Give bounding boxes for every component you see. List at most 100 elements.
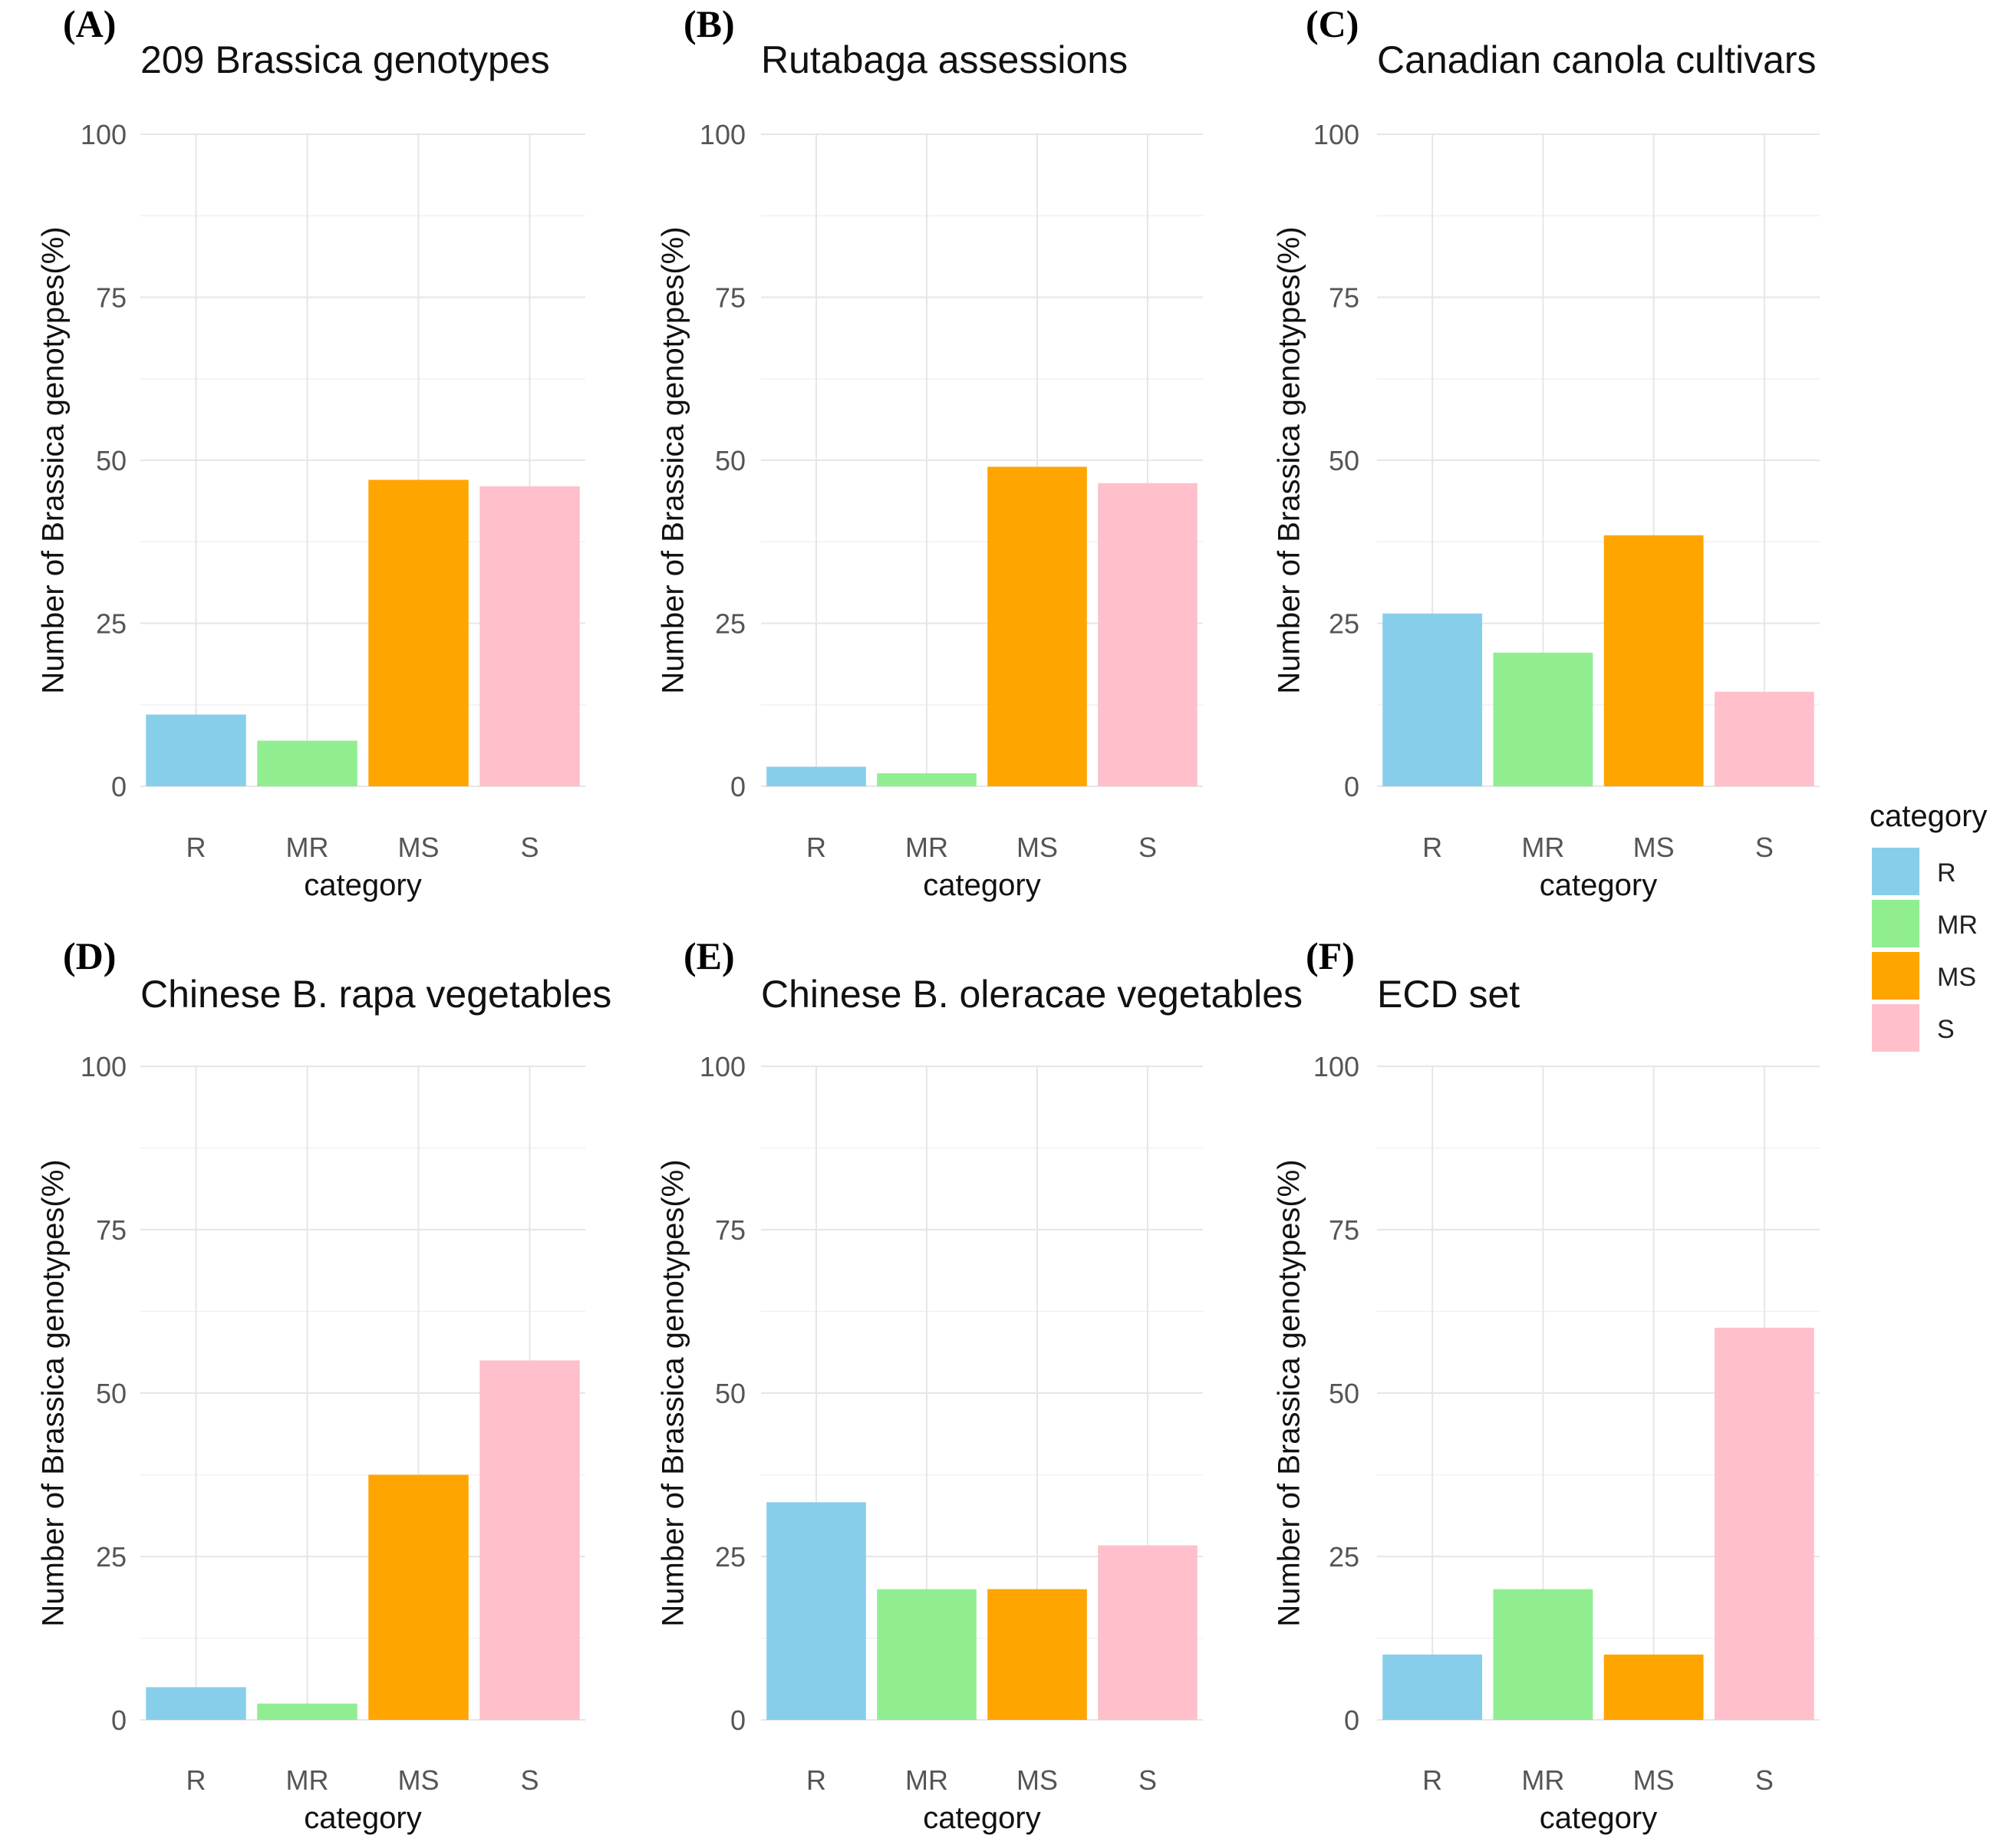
- bar-r: [146, 714, 246, 786]
- panel-letter: (A): [63, 2, 116, 45]
- bar-s: [1714, 691, 1814, 786]
- panel-letter: (C): [1306, 2, 1359, 45]
- bar-mr: [257, 740, 357, 786]
- panel-title: 209 Brassica genotypes: [140, 38, 550, 81]
- y-tick-label: 75: [1329, 282, 1359, 314]
- x-tick-label: MR: [1521, 1764, 1564, 1796]
- legend-swatch-s: [1872, 1004, 1919, 1052]
- legend-label-s: S: [1937, 1015, 1955, 1044]
- x-tick-label: MS: [398, 832, 440, 863]
- legend-swatch-ms: [1872, 952, 1919, 1000]
- panel-letter: (B): [684, 2, 735, 45]
- x-tick-label: R: [806, 832, 826, 863]
- x-axis-title: category: [304, 1801, 421, 1835]
- y-tick-label: 100: [700, 119, 746, 150]
- bar-mr: [1493, 1589, 1593, 1720]
- x-tick-label: MR: [286, 1764, 329, 1796]
- bar-s: [479, 486, 580, 786]
- legend-label-ms: MS: [1937, 963, 1976, 992]
- panel-letter: (D): [63, 934, 116, 977]
- y-tick-label: 0: [111, 1705, 127, 1736]
- x-tick-label: MS: [1633, 832, 1675, 863]
- y-axis-title: Number of Brassica genotypes(%): [657, 1159, 690, 1626]
- y-tick-label: 50: [715, 445, 746, 476]
- x-tick-label: S: [1138, 832, 1157, 863]
- y-tick-label: 0: [111, 771, 127, 802]
- bar-mr: [1493, 652, 1593, 786]
- x-tick-label: S: [520, 832, 539, 863]
- legend-swatch-mr: [1872, 900, 1919, 947]
- x-tick-label: S: [520, 1764, 539, 1796]
- bar-s: [479, 1360, 580, 1720]
- x-tick-label: R: [806, 1764, 826, 1796]
- panel-letter: (F): [1306, 934, 1355, 977]
- x-tick-label: MR: [1521, 832, 1564, 863]
- x-tick-label: R: [1422, 1764, 1442, 1796]
- bar-ms: [987, 466, 1087, 786]
- x-tick-label: MR: [905, 832, 948, 863]
- y-tick-label: 50: [96, 1378, 127, 1409]
- x-tick-label: MS: [398, 1764, 440, 1796]
- y-tick-label: 75: [715, 282, 746, 314]
- panel-title: Canadian canola cultivars: [1377, 38, 1817, 81]
- bar-r: [1382, 1654, 1483, 1720]
- x-tick-label: R: [186, 832, 206, 863]
- y-tick-label: 75: [96, 282, 127, 314]
- legend-label-r: R: [1937, 858, 1956, 888]
- y-tick-label: 25: [715, 1541, 746, 1573]
- y-axis-title: Number of Brassica genotypes(%): [1273, 1159, 1306, 1626]
- bar-ms: [368, 1474, 469, 1720]
- x-tick-label: MR: [286, 832, 329, 863]
- y-tick-label: 25: [1329, 608, 1359, 640]
- panel-title: Chinese B. oleracae vegetables: [761, 973, 1303, 1016]
- y-tick-label: 100: [1313, 1051, 1359, 1082]
- bar-ms: [1603, 535, 1704, 786]
- x-tick-label: MS: [1016, 832, 1058, 863]
- x-tick-label: R: [1422, 832, 1442, 863]
- y-tick-label: 0: [730, 1705, 746, 1736]
- bar-s: [1098, 483, 1198, 786]
- bar-ms: [1603, 1654, 1704, 1720]
- x-axis-title: category: [304, 868, 421, 902]
- legend: category R MR MS S: [1870, 799, 1987, 1052]
- y-axis-title: Number of Brassica genotypes(%): [657, 226, 690, 693]
- x-axis-title: category: [923, 868, 1040, 902]
- x-tick-label: S: [1138, 1764, 1157, 1796]
- bar-mr: [877, 1589, 977, 1720]
- y-tick-label: 0: [730, 771, 746, 802]
- y-tick-label: 75: [1329, 1214, 1359, 1246]
- bar-r: [766, 766, 866, 786]
- x-tick-label: MS: [1633, 1764, 1675, 1796]
- bar-r: [146, 1687, 246, 1720]
- y-tick-label: 50: [96, 445, 127, 476]
- y-tick-label: 25: [96, 608, 127, 640]
- bar-mr: [877, 773, 977, 786]
- y-tick-label: 0: [1344, 771, 1359, 802]
- legend-swatch-r: [1872, 848, 1919, 895]
- y-tick-label: 75: [715, 1214, 746, 1246]
- x-axis-title: category: [923, 1801, 1040, 1835]
- y-axis-title: Number of Brassica genotypes(%): [37, 226, 71, 693]
- panel-letter: (E): [684, 934, 735, 977]
- y-tick-label: 100: [700, 1051, 746, 1082]
- bar-r: [766, 1502, 866, 1720]
- y-tick-label: 50: [1329, 445, 1359, 476]
- panel-title: Rutabaga assessions: [761, 38, 1128, 81]
- y-tick-label: 0: [1344, 1705, 1359, 1736]
- y-tick-label: 50: [1329, 1378, 1359, 1409]
- panel-title: Chinese B. rapa vegetables: [140, 973, 611, 1016]
- x-axis-title: category: [1540, 868, 1657, 902]
- panel-title: ECD set: [1377, 973, 1520, 1016]
- y-axis-title: Number of Brassica genotypes(%): [1273, 226, 1306, 693]
- bar-s: [1714, 1327, 1814, 1720]
- bar-s: [1098, 1545, 1198, 1720]
- y-tick-label: 25: [96, 1541, 127, 1573]
- x-tick-label: S: [1755, 1764, 1774, 1796]
- y-tick-label: 100: [81, 1051, 127, 1082]
